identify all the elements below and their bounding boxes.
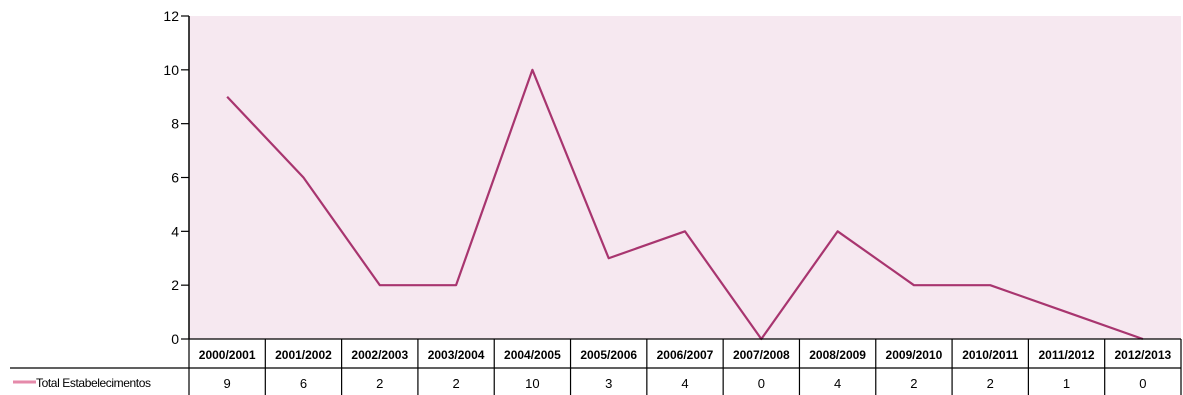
x-category-label: 2006/2007	[657, 348, 714, 362]
y-tick-label: 6	[171, 170, 179, 186]
series-line	[226, 68, 1144, 341]
x-category-label: 2010/2011	[962, 348, 1018, 362]
y-tick-label: 4	[171, 223, 179, 239]
x-category-label: 2011/2012	[1039, 348, 1095, 362]
y-tick-label: 0	[171, 331, 179, 347]
x-category-label: 2003/2004	[428, 348, 485, 362]
y-tick-label: 10	[163, 62, 179, 78]
data-table-value: 0	[758, 376, 765, 391]
x-category-label: 2008/2009	[809, 348, 866, 362]
data-table-value: 2	[910, 376, 917, 391]
data-table-value: 4	[834, 376, 841, 391]
data-table-value: 0	[1139, 376, 1146, 391]
data-table-value: 2	[452, 376, 459, 391]
data-table: 2000/2001 2001/2002 2002/2003 2003/2004 2004…	[10, 338, 1182, 395]
x-category-label: 2004/2005	[504, 348, 561, 362]
data-table-value: 1	[1063, 376, 1070, 391]
legend-series-label: Total Estabelecimentos	[36, 376, 151, 390]
data-table-value: 9	[224, 376, 231, 391]
y-tick-label: 12	[163, 8, 179, 24]
data-table-value: 10	[525, 376, 539, 391]
plot-area	[189, 16, 1181, 339]
data-table-value: 6	[300, 376, 307, 391]
x-category-label: 2000/2001	[199, 348, 256, 362]
x-category-label: 2002/2003	[351, 348, 408, 362]
x-category-label: 2005/2006	[580, 348, 637, 362]
x-category-label: 2007/2008	[733, 348, 790, 362]
y-tick-label: 8	[171, 116, 179, 132]
data-table-value: 2	[376, 376, 383, 391]
x-category-label: 2012/2013	[1114, 348, 1171, 362]
data-table-value: 3	[605, 376, 612, 391]
data-table-value: 2	[987, 376, 994, 391]
x-category-label: 2001/2002	[275, 348, 332, 362]
series-layer	[226, 68, 1144, 341]
y-tick-label: 2	[171, 277, 179, 293]
data-table-value: 4	[681, 376, 688, 391]
y-axis: 0 2 4 6 8 10 12	[163, 8, 190, 347]
x-category-label: 2009/2010	[886, 348, 943, 362]
